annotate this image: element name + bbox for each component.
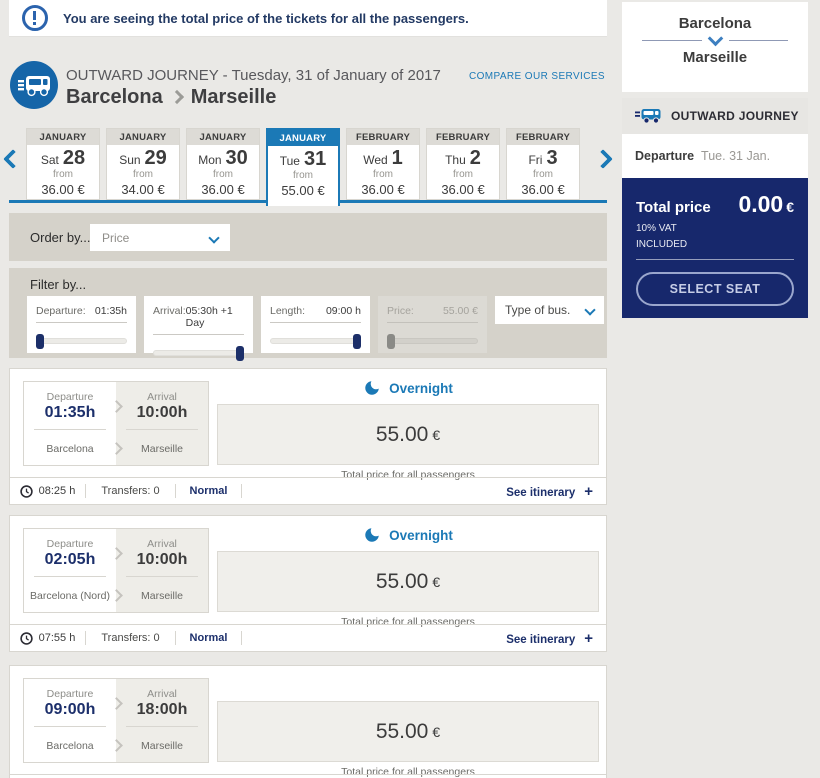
date-carousel: JANUARY Sat 28 from 36.00 € JANUARY Sun 29… <box>3 128 613 210</box>
chevron-right-icon <box>169 89 184 104</box>
journey-card-1: Departure 01:35h Barcelona Arrival 10:00… <box>9 368 607 505</box>
chevron-right-icon <box>110 440 123 458</box>
filter-controls: Departure: 01:35h Arrival: 05:30h +1 Day L… <box>27 296 604 361</box>
journey-footer: 07:55 h Transfers: 0 Normal See itinerar… <box>10 624 606 651</box>
see-itinerary-link[interactable]: See itinerary + <box>506 629 593 647</box>
order-by-select[interactable]: Price <box>90 224 230 251</box>
route-direction <box>642 30 788 47</box>
journey-footer <box>10 774 606 778</box>
date-tab-sun-29[interactable]: JANUARY Sun 29 from 34.00 € <box>106 128 180 200</box>
filter-by-label: Filter by... <box>30 277 87 292</box>
moon-icon <box>365 381 379 395</box>
departure-slider-handle[interactable] <box>36 334 44 349</box>
bus-icon <box>635 109 661 124</box>
route-origin: Barcelona <box>66 86 163 108</box>
sidebar-origin: Barcelona <box>678 15 752 32</box>
date-tabs: JANUARY Sat 28 from 36.00 € JANUARY Sun 29… <box>26 128 580 206</box>
overnight-badge: Overnight <box>217 376 599 400</box>
total-price-note: Total price for all passengers <box>341 766 475 778</box>
filter-band: Filter by... Departure: 01:35h Arrival: 05… <box>9 268 607 361</box>
chevron-right-icon <box>110 545 123 563</box>
journey-times[interactable]: Departure 02:05h Barcelona (Nord) Arriva… <box>23 528 209 613</box>
prev-dates-arrow[interactable] <box>3 149 23 171</box>
chevron-down-icon <box>584 304 596 316</box>
date-tab-thu-2[interactable]: FEBRUARY Thu 2 from 36.00 € <box>426 128 500 200</box>
total-price-label: Total price <box>636 199 711 216</box>
sidebar-destination: Marseille <box>682 49 748 66</box>
total-price-note: Total price for all passengers <box>341 469 475 481</box>
route-destination: Marseille <box>190 86 277 108</box>
clock-icon <box>19 631 33 645</box>
date-tab-tue-31-selected[interactable]: JANUARY Tue 31 from 55.00 € <box>266 128 340 206</box>
info-icon <box>22 5 48 31</box>
date-tab-wed-1[interactable]: FEBRUARY Wed 1 from 36.00 € <box>346 128 420 200</box>
sidebar-route-card: Barcelona Marseille <box>622 2 808 92</box>
slider-track <box>153 350 244 356</box>
clock-icon <box>19 484 33 498</box>
slider-track <box>36 338 127 344</box>
date-tab-fri-3[interactable]: FEBRUARY Fri 3 from 36.00 € <box>506 128 580 200</box>
chevron-down-icon <box>208 231 220 244</box>
type-of-bus-select[interactable]: Type of bus. <box>495 296 604 324</box>
price-box[interactable]: 55.00 € <box>217 551 599 612</box>
journey-times[interactable]: Departure 09:00h Barcelona Arrival 18:00… <box>23 678 209 763</box>
total-amount: 0.00 <box>738 191 784 217</box>
route-title: Barcelona Marseille <box>66 86 276 109</box>
plus-icon: + <box>584 482 593 500</box>
chevron-right-icon <box>110 695 123 713</box>
date-tab-sat-28[interactable]: JANUARY Sat 28 from 36.00 € <box>26 128 100 200</box>
chevron-right-icon <box>593 149 613 169</box>
order-by-label: Order by... <box>30 230 91 245</box>
banner-text: You are seeing the total price of the ti… <box>63 10 469 26</box>
select-seat-button[interactable]: SELECT SEAT <box>636 272 794 306</box>
bus-icon <box>10 61 58 109</box>
moon-icon <box>365 528 379 542</box>
date-tab-mon-30[interactable]: JANUARY Mon 30 from 36.00 € <box>186 128 260 200</box>
total-price-box: Total price 0.00 € 10% VAT INCLUDED SELEC… <box>622 178 808 318</box>
chevron-down-icon <box>707 30 723 47</box>
journey-card-2: Departure 02:05h Barcelona (Nord) Arriva… <box>9 515 607 652</box>
chevron-right-icon <box>110 398 123 416</box>
vat-line-1: 10% VAT <box>636 223 677 234</box>
filter-length: Length: 09:00 h <box>261 296 370 353</box>
journey-card-3: Departure 09:00h Barcelona Arrival 18:00… <box>9 665 607 778</box>
journey-footer: 08:25 h Transfers: 0 Normal See itinerar… <box>10 477 606 504</box>
page-title: OUTWARD JOURNEY - Tuesday, 31 of January… <box>66 67 441 84</box>
sidebar-journey-header: OUTWARD JOURNEY <box>622 98 808 134</box>
total-price-note: Total price for all passengers <box>341 616 475 628</box>
vat-line-2: INCLUDED <box>636 239 688 250</box>
overnight-badge: Overnight <box>217 523 599 547</box>
filter-departure: Departure: 01:35h <box>27 296 136 353</box>
total-price-banner: You are seeing the total price of the ti… <box>9 0 607 37</box>
plus-icon: + <box>584 629 593 647</box>
journey-header-section: OUTWARD JOURNEY - Tuesday, 31 of January… <box>9 58 607 118</box>
compare-services-link[interactable]: COMPARE OUR SERVICES <box>469 71 605 82</box>
see-itinerary-link[interactable]: See itinerary + <box>506 482 593 500</box>
price-box[interactable]: 55.00 € <box>217 701 599 762</box>
arrival-slider-handle[interactable] <box>236 346 244 361</box>
length-slider-handle[interactable] <box>353 334 361 349</box>
price-slider-handle <box>387 334 395 349</box>
chevron-right-icon <box>110 737 123 755</box>
slider-track <box>387 338 478 344</box>
price-box[interactable]: 55.00 € <box>217 404 599 465</box>
filter-price-disabled: Price: 55.00 € <box>378 296 487 353</box>
journey-times[interactable]: Departure 01:35h Barcelona Arrival 10:00… <box>23 381 209 466</box>
slider-track <box>270 338 361 344</box>
chevron-right-icon <box>110 587 123 605</box>
next-dates-arrow[interactable] <box>593 149 613 171</box>
order-by-band: Order by... Price <box>9 213 607 261</box>
filter-arrival: Arrival: 05:30h +1 Day <box>144 296 253 361</box>
chevron-left-icon <box>3 149 23 169</box>
sidebar-departure-row: Departure Tue. 31 Jan. <box>622 134 808 178</box>
